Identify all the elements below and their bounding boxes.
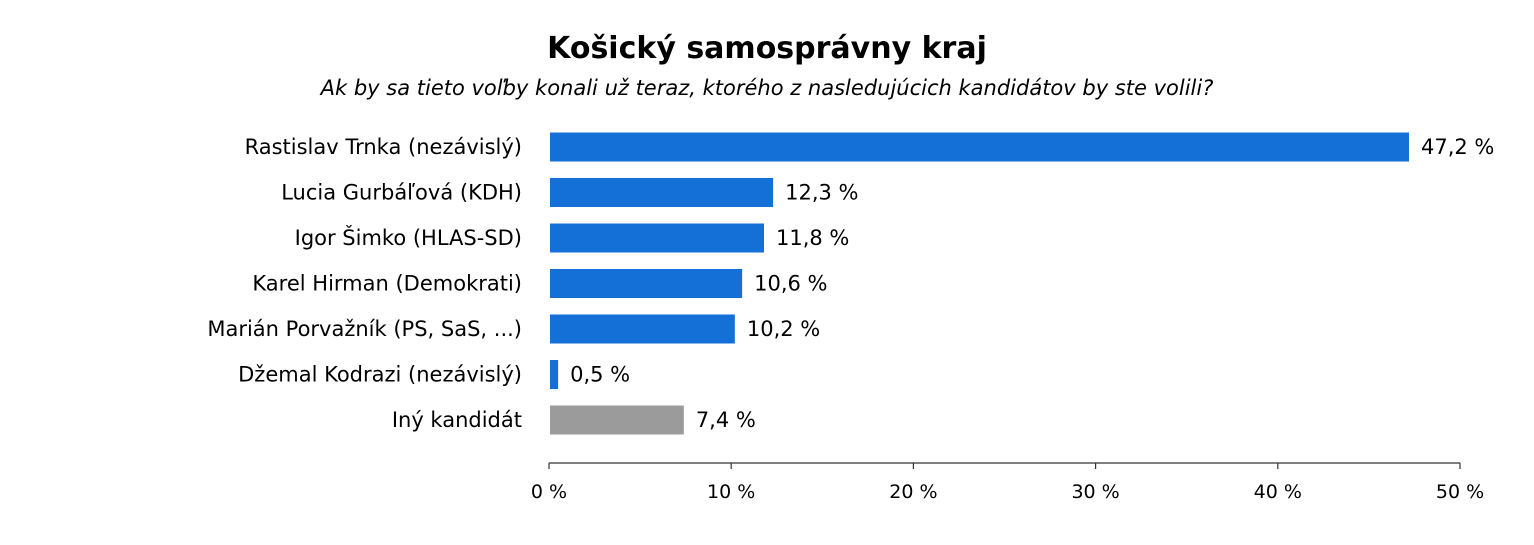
bar: [550, 269, 743, 298]
value-label: 0,5 %: [570, 363, 630, 387]
bar: [550, 360, 559, 389]
x-axis: 0 % 10 % 20 % 30 % 40 % 50 %: [531, 462, 1484, 503]
category-label: Lucia Gurbáľová (KDH): [281, 181, 522, 205]
category-label: Igor Šimko (HLAS-SD): [295, 225, 522, 250]
value-label: 47,2 %: [1421, 135, 1494, 159]
bar: [550, 314, 735, 344]
x-tick-label: 10 %: [707, 481, 755, 503]
value-label: 11,8 %: [776, 226, 849, 250]
value-label: 12,3 %: [785, 181, 858, 205]
x-tick-label: 20 %: [889, 481, 937, 503]
value-label: 10,6 %: [754, 272, 827, 296]
bars-group: Rastislav Trnka (nezávislý) 47,2 % Lucia G…: [207, 132, 1494, 435]
x-tick-label: 50 %: [1436, 481, 1484, 503]
value-label: 10,2 %: [747, 317, 820, 341]
value-label: 7,4 %: [696, 408, 756, 432]
x-tick-label: 40 %: [1254, 481, 1302, 503]
bar: [550, 132, 1409, 162]
category-label: Džemal Kodrazi (nezávislý): [238, 363, 522, 387]
x-tick-label: 0 %: [531, 481, 567, 503]
chart-title: Košický samosprávny kraj: [547, 31, 987, 66]
category-label: Karel Hirman (Demokrati): [252, 272, 522, 296]
bar: [550, 178, 774, 207]
category-label: Iný kandidát: [392, 408, 522, 432]
category-label: Rastislav Trnka (nezávislý): [245, 135, 522, 159]
category-label: Marián Porvažník (PS, SaS, ...): [207, 317, 522, 341]
bar: [550, 223, 764, 253]
x-tick-label: 30 %: [1071, 481, 1119, 503]
chart-subtitle: Ak by sa tieto voľby konali už teraz, kt…: [319, 76, 1214, 100]
bar: [550, 405, 684, 435]
